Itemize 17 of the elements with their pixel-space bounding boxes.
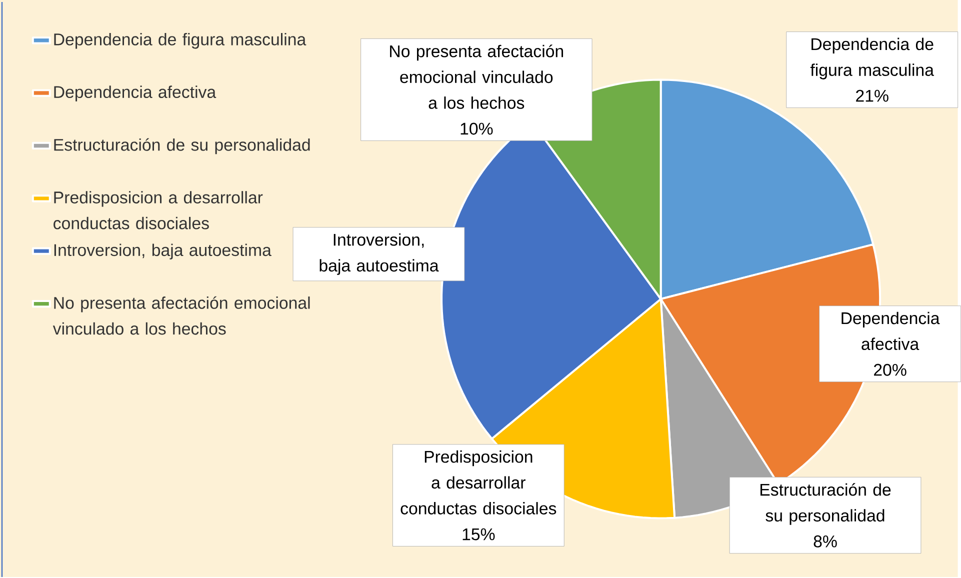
data-label: 21% <box>856 90 888 102</box>
data-label: 20% <box>874 364 906 376</box>
slice-label: Dependencia afectiva <box>842 312 940 350</box>
legend-label: Dependencia afectiva <box>54 86 216 102</box>
data-label: 15% <box>462 528 495 540</box>
slice-label: No presenta afectación emocional vinculado a los hechos <box>390 44 564 110</box>
slice-label: Predisposicion a desarrollar conductas disociales <box>400 450 556 515</box>
slice-label: Estructuración de su personalidad <box>760 483 891 526</box>
legend-label: Dependencia de figura masculina <box>54 33 306 49</box>
slice-label: Dependencia de figura masculina <box>810 38 934 80</box>
data-label: 8% <box>814 536 837 548</box>
legend-label: Predisposicion a desarrollar conductas disociales <box>54 191 263 230</box>
legend-label: No presenta afectación emocional vinculado a los hechos <box>52 296 310 335</box>
slice-label: Introversion, baja autoestima <box>320 234 439 276</box>
data-label: 10% <box>460 122 493 135</box>
legend-label: Introversion, baja autoestima <box>54 244 272 260</box>
legend-label: Estructuración de su personalidad <box>54 138 310 154</box>
